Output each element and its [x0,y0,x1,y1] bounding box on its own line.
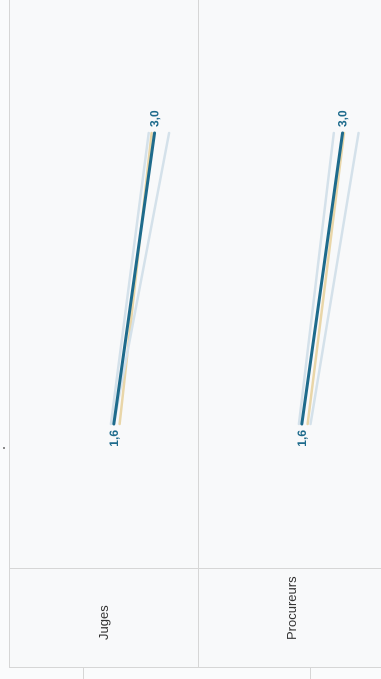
series-line-juges-2 [109,131,150,426]
panel-label-procureurs: Procureurs [284,576,299,640]
series-line-highlight-juges-0 [112,131,157,426]
panel-label-juges: Juges [96,605,111,640]
series-line-procureurs-3 [309,131,360,426]
series-line-juges-3 [112,131,171,426]
data-label-start: 1,6 [295,430,309,447]
data-label-end: 3,0 [148,110,162,127]
series-line-procureurs-1 [306,131,346,426]
series-line-highlight-procureurs-0 [300,131,345,426]
panel-juges: 1,6 3,0 Juges [96,110,171,640]
data-label-start: 1,6 [107,430,121,447]
data-label-end: 3,0 [336,110,350,127]
series-line-procureurs-2 [297,131,336,426]
panel-procureurs: 1,6 3,0 Procureurs [284,110,360,640]
dot-marker [3,447,5,449]
